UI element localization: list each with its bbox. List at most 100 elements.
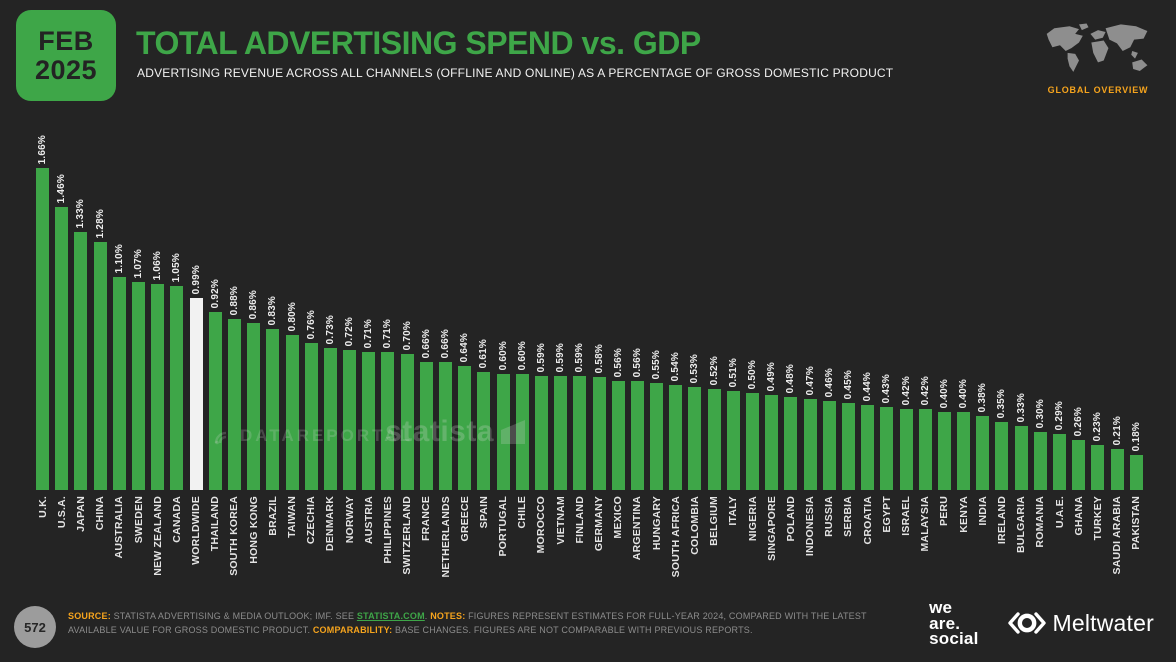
bar [611, 381, 625, 490]
bar-value-label: 0.54% [670, 351, 682, 381]
bar-value-label: 1.33% [75, 198, 87, 228]
bar-value-label: 0.40% [958, 378, 970, 408]
category-label-wrap: CHILE [513, 490, 532, 590]
bar [688, 387, 702, 490]
world-map-icon [1046, 23, 1148, 72]
date-badge: FEB 2025 [16, 10, 116, 101]
statista-link[interactable]: STATISTA.COM [356, 611, 425, 621]
bar [93, 242, 107, 490]
bar-value-label: 0.48% [785, 363, 797, 393]
branding-row: we are. social Meltwater [929, 599, 1154, 647]
bar [573, 376, 587, 490]
bar-column: 0.45% SERBIA [839, 130, 858, 590]
category-label: SERBIA [842, 496, 855, 537]
bar [419, 362, 433, 490]
bar-value-label: 0.70% [401, 320, 413, 350]
category-label-wrap: ROMANIA [1031, 490, 1050, 590]
bar-value-label: 0.64% [459, 332, 471, 362]
bar [650, 383, 664, 490]
bar-value-label: 0.42% [900, 375, 912, 405]
bar [669, 385, 683, 490]
bar-value-label: 0.47% [804, 365, 816, 395]
bar [323, 348, 337, 490]
bar [36, 168, 50, 490]
bar [381, 352, 395, 490]
source-text: STATISTA ADVERTISING & MEDIA OUTLOOK; IM… [110, 611, 357, 621]
bar-column: 1.05% CANADA [167, 130, 186, 590]
category-label-wrap: MEXICO [609, 490, 628, 590]
bar-value-label: 0.80% [286, 301, 298, 331]
category-label: WORLDWIDE [190, 496, 203, 565]
bar-column: 0.21% SAUDI ARABIA [1108, 130, 1127, 590]
bar [1053, 434, 1067, 490]
date-month: FEB [38, 26, 94, 57]
category-label: INDIA [976, 496, 989, 526]
bar [1091, 445, 1105, 490]
category-label: EGYPT [880, 496, 893, 533]
bar [880, 407, 894, 490]
category-label-wrap: POLAND [781, 490, 800, 590]
bar [266, 329, 280, 490]
bar [822, 401, 836, 490]
bar-value-label: 0.88% [228, 285, 240, 315]
bar-value-label: 0.23% [1092, 411, 1104, 441]
bar [362, 352, 376, 490]
category-label: CANADA [170, 496, 183, 543]
category-label: ITALY [727, 496, 740, 526]
bar-value-label: 0.73% [324, 314, 336, 344]
category-label-wrap: SPAIN [474, 490, 493, 590]
category-label: BRAZIL [266, 496, 279, 536]
category-label-wrap: THAILAND [206, 490, 225, 590]
bar-column: 0.54% SOUTH AFRICA [666, 130, 685, 590]
category-label-wrap: ARGENTINA [628, 490, 647, 590]
category-label-wrap: CZECHIA [302, 490, 321, 590]
bar-value-label: 1.46% [56, 173, 68, 203]
bar-value-label: 0.56% [612, 347, 624, 377]
bar-value-label: 0.66% [440, 328, 452, 358]
category-label: SPAIN [477, 496, 490, 529]
bar-column: 0.70% SWITZERLAND [398, 130, 417, 590]
bar-value-label: 0.60% [497, 340, 509, 370]
bar-column: 0.60% CHILE [513, 130, 532, 590]
bar-value-label: 0.60% [516, 340, 528, 370]
bar-value-label: 0.35% [996, 388, 1008, 418]
bar [1129, 455, 1143, 490]
bar-column: 0.52% BELGIUM [705, 130, 724, 590]
bar [400, 354, 414, 490]
bar [458, 366, 472, 490]
bar-column: 0.92% THAILAND [206, 130, 225, 590]
bar-column: 0.49% SINGAPORE [762, 130, 781, 590]
category-label-wrap: GREECE [455, 490, 474, 590]
bar-column: 0.73% DENMARK [321, 130, 340, 590]
bar-value-label: 0.72% [344, 316, 356, 346]
bar-value-label: 0.53% [689, 353, 701, 383]
category-label: COLOMBIA [688, 496, 701, 555]
comparability-text: BASE CHANGES. FIGURES ARE NOT COMPARABLE… [392, 624, 753, 635]
bar-column: 0.42% MALAYSIA [916, 130, 935, 590]
bar-column: 0.60% PORTUGAL [494, 130, 513, 590]
category-label: MOROCCO [535, 496, 548, 554]
category-label: NETHERLANDS [439, 496, 452, 578]
category-label: PERU [938, 496, 951, 526]
category-label-wrap: CHINA [91, 490, 110, 590]
bar-column: 0.23% TURKEY [1088, 130, 1107, 590]
bar-value-label: 0.86% [248, 289, 260, 319]
bar-column: 0.29% U.A.E. [1050, 130, 1069, 590]
category-label-wrap: PORTUGAL [494, 490, 513, 590]
category-label: FINLAND [573, 496, 586, 544]
meltwater-icon [1007, 612, 1046, 635]
category-label-wrap: SOUTH KOREA [225, 490, 244, 590]
bar [1072, 440, 1086, 490]
bar [343, 350, 357, 490]
comparability-label: COMPARABILITY: [312, 624, 393, 635]
bar [534, 376, 548, 490]
bar-value-label: 0.30% [1034, 398, 1046, 428]
category-label-wrap: ISRAEL [896, 490, 915, 590]
bar-column: 0.48% POLAND [781, 130, 800, 590]
category-label-wrap: INDONESIA [801, 490, 820, 590]
bar-value-label: 0.76% [305, 309, 317, 339]
category-label: JAPAN [74, 496, 87, 532]
category-label-wrap: NETHERLANDS [436, 490, 455, 590]
category-label-wrap: MOROCCO [532, 490, 551, 590]
bar [132, 282, 146, 490]
